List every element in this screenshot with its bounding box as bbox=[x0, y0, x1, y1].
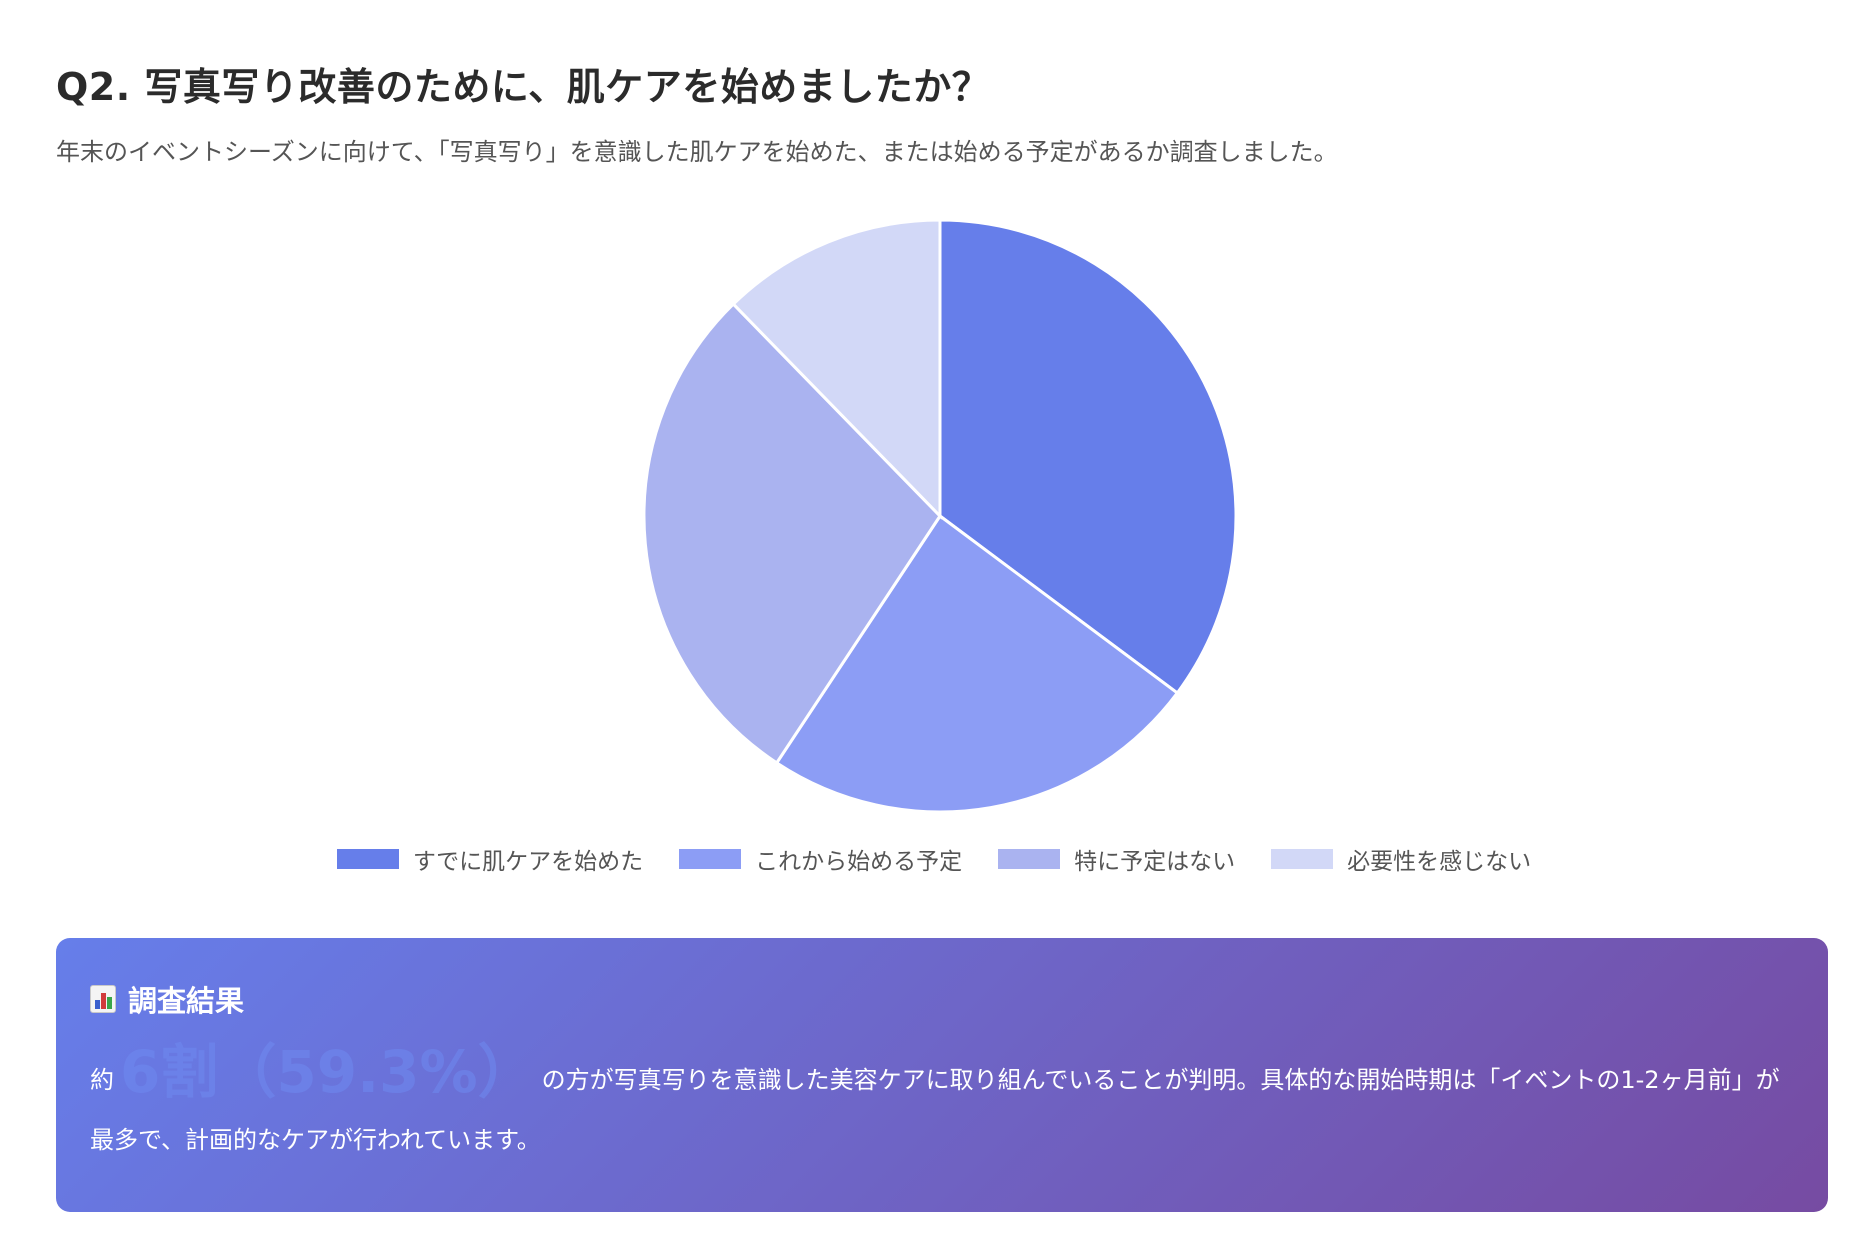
result-heading: 調査結果 bbox=[128, 984, 245, 1018]
legend-item-4[interactable]: 必要性を感じない bbox=[1271, 842, 1531, 876]
pie-chart bbox=[642, 218, 1238, 814]
bar-chart-icon bbox=[90, 985, 116, 1013]
result-panel: 調査結果 約 6割（59.3%） の方が写真写りを意識した美容ケアに取り組んでいるこ… bbox=[56, 938, 1828, 1212]
pie-slice-1 bbox=[938, 218, 1238, 696]
legend-label: 特に予定はない bbox=[1074, 849, 1236, 875]
page-subtitle: 年末のイベントシーズンに向けて、「写真写り」を意識した肌ケアを始めた、または始め… bbox=[56, 138, 1338, 166]
result-text: 約 6割（59.3%） の方が写真写りを意識した美容ケアに取り組んでいることが判明。… bbox=[90, 1042, 1794, 1170]
legend-swatch bbox=[998, 849, 1061, 869]
legend-label: すでに肌ケアを始めた bbox=[412, 849, 644, 875]
page-title: Q2. 写真写り改善のために、肌ケアを始めましたか？ bbox=[56, 65, 991, 109]
legend-swatch bbox=[679, 849, 742, 869]
result-highlight: 6割（59.3%） bbox=[120, 1038, 536, 1106]
pie-slice-2 bbox=[774, 513, 1180, 814]
legend-item-1[interactable]: すでに肌ケアを始めた bbox=[336, 842, 644, 876]
legend-swatch bbox=[336, 849, 399, 869]
pie-slice-3 bbox=[642, 301, 942, 765]
pie-slice-4 bbox=[731, 218, 942, 520]
chart-legend: すでに肌ケアを始めた これから始める予定 特に予定はない 必要性を感じない bbox=[0, 842, 1868, 876]
legend-item-2[interactable]: これから始める予定 bbox=[679, 842, 962, 876]
legend-label: 必要性を感じない bbox=[1347, 849, 1532, 875]
legend-swatch bbox=[1271, 849, 1334, 869]
legend-item-3[interactable]: 特に予定はない bbox=[998, 842, 1235, 876]
legend-label: これから始める予定 bbox=[755, 849, 963, 875]
result-prefix: 約 bbox=[90, 1066, 114, 1094]
result-body: の方が写真写りを意識した美容ケアに取り組んでいることが判明。具体的な開始時期は「… bbox=[90, 1066, 1780, 1154]
